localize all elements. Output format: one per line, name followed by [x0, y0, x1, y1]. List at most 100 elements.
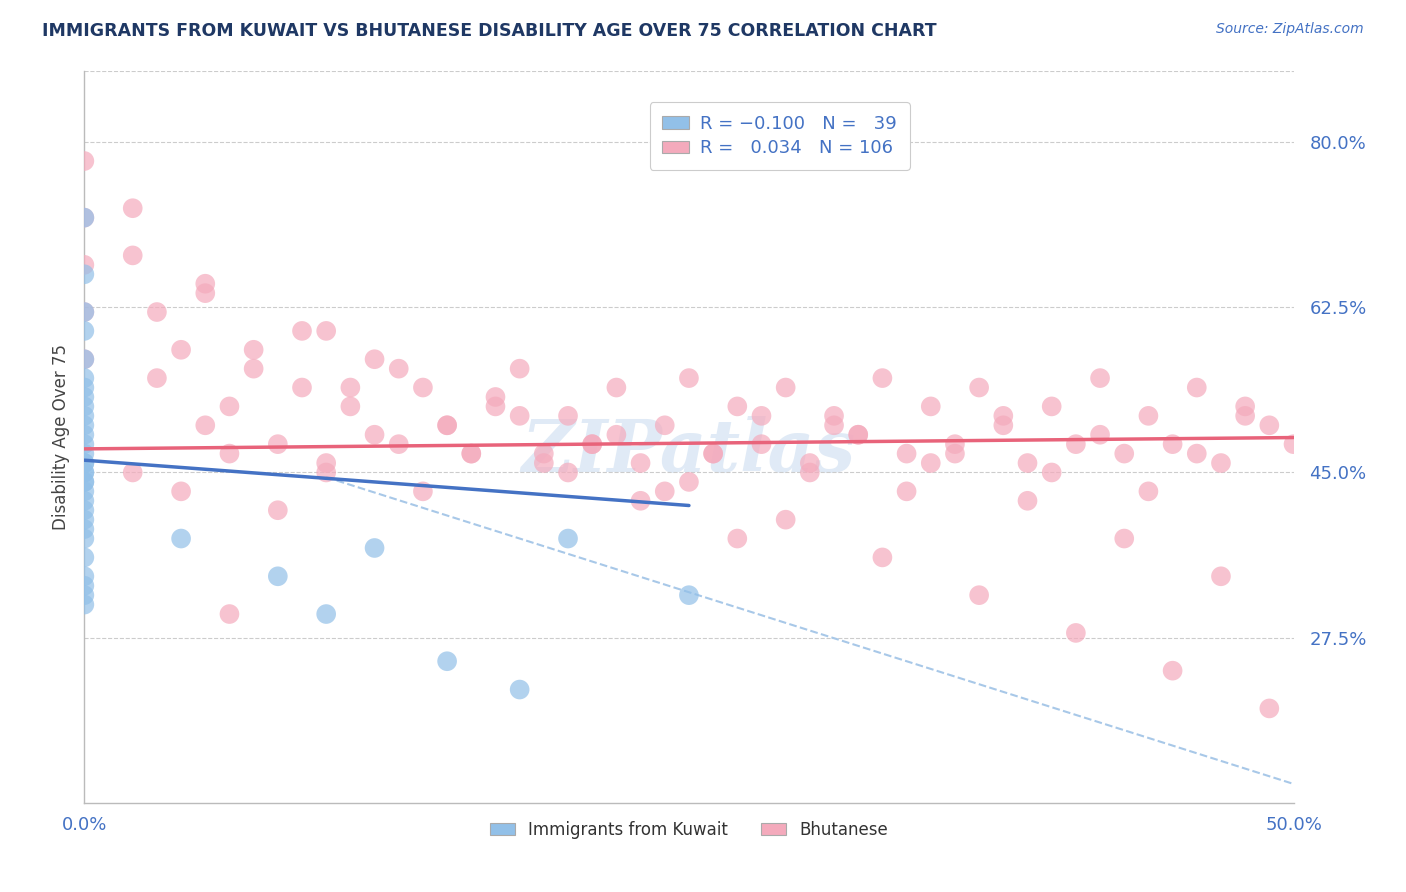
Point: [73, 154, 96, 169]
Point: [73, 418, 96, 433]
Point: [146, 305, 169, 319]
Point: [73, 447, 96, 461]
Point: [1040, 400, 1063, 414]
Point: [654, 484, 676, 499]
Point: [484, 390, 506, 404]
Point: [436, 418, 458, 433]
Point: [73, 466, 96, 480]
Point: [73, 484, 96, 499]
Point: [388, 437, 411, 451]
Point: [121, 248, 143, 262]
Point: [605, 380, 627, 394]
Point: [1258, 701, 1281, 715]
Point: [751, 409, 773, 423]
Point: [73, 400, 96, 414]
Point: [1114, 447, 1136, 461]
Point: [1234, 409, 1257, 423]
Point: [1161, 437, 1184, 451]
Point: [920, 456, 942, 470]
Point: [1282, 437, 1305, 451]
Point: [872, 550, 894, 565]
Point: [121, 201, 143, 215]
Point: [339, 400, 361, 414]
Point: [509, 361, 531, 376]
Point: [73, 550, 96, 565]
Point: [267, 437, 290, 451]
Point: [1137, 484, 1160, 499]
Point: [846, 427, 869, 442]
Point: [218, 607, 240, 621]
Point: [73, 371, 96, 385]
Point: [1064, 437, 1087, 451]
Y-axis label: Disability Age Over 75: Disability Age Over 75: [52, 344, 70, 530]
Point: [775, 513, 797, 527]
Point: [267, 503, 290, 517]
Text: IMMIGRANTS FROM KUWAIT VS BHUTANESE DISABILITY AGE OVER 75 CORRELATION CHART: IMMIGRANTS FROM KUWAIT VS BHUTANESE DISA…: [42, 22, 936, 40]
Point: [315, 456, 337, 470]
Point: [73, 258, 96, 272]
Point: [460, 447, 482, 461]
Point: [630, 456, 652, 470]
Point: [412, 380, 434, 394]
Point: [896, 484, 918, 499]
Point: [388, 361, 411, 376]
Point: [605, 427, 627, 442]
Point: [73, 324, 96, 338]
Point: [73, 267, 96, 281]
Point: [1185, 447, 1208, 461]
Point: [799, 466, 821, 480]
Point: [194, 277, 217, 291]
Point: [73, 305, 96, 319]
Point: [1040, 466, 1063, 480]
Point: [1114, 532, 1136, 546]
Point: [1017, 493, 1039, 508]
Point: [725, 532, 748, 546]
Point: [121, 466, 143, 480]
Point: [218, 447, 240, 461]
Point: [943, 437, 966, 451]
Point: [678, 475, 700, 489]
Point: [73, 380, 96, 394]
Point: [484, 400, 506, 414]
Point: [557, 466, 579, 480]
Point: [702, 447, 724, 461]
Point: [412, 484, 434, 499]
Point: [315, 466, 337, 480]
Point: [751, 437, 773, 451]
Point: [509, 409, 531, 423]
Point: [73, 409, 96, 423]
Point: [73, 532, 96, 546]
Point: [218, 400, 240, 414]
Point: [557, 409, 579, 423]
Point: [73, 456, 96, 470]
Point: [920, 400, 942, 414]
Point: [509, 682, 531, 697]
Point: [678, 588, 700, 602]
Point: [1088, 427, 1111, 442]
Point: [267, 569, 290, 583]
Point: [242, 343, 264, 357]
Point: [73, 588, 96, 602]
Point: [73, 503, 96, 517]
Point: [170, 532, 193, 546]
Point: [73, 466, 96, 480]
Point: [702, 447, 724, 461]
Text: ZIPatlas: ZIPatlas: [522, 417, 856, 487]
Point: [170, 343, 193, 357]
Legend: Immigrants from Kuwait, Bhutanese: Immigrants from Kuwait, Bhutanese: [482, 814, 896, 846]
Point: [460, 447, 482, 461]
Point: [775, 380, 797, 394]
Point: [315, 607, 337, 621]
Point: [846, 427, 869, 442]
Point: [967, 380, 990, 394]
Point: [1017, 456, 1039, 470]
Point: [654, 418, 676, 433]
Point: [1209, 456, 1232, 470]
Point: [581, 437, 603, 451]
Point: [170, 484, 193, 499]
Point: [73, 522, 96, 536]
Point: [1161, 664, 1184, 678]
Point: [194, 418, 217, 433]
Point: [678, 371, 700, 385]
Point: [1209, 569, 1232, 583]
